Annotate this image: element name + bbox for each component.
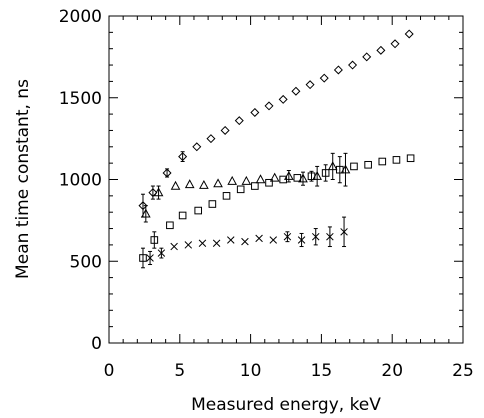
series-square <box>139 154 415 269</box>
triangle-marker <box>153 187 164 197</box>
x-tick-label: 15 <box>311 361 333 381</box>
triangle-marker <box>241 175 252 185</box>
triangle-marker <box>213 178 223 188</box>
cross-marker <box>227 236 235 244</box>
square-marker <box>336 165 344 174</box>
y-axis-title: Mean time constant, ns <box>13 79 33 279</box>
diamond-marker <box>305 80 315 90</box>
square-marker <box>265 178 273 187</box>
square-marker <box>350 162 358 171</box>
diamond-marker <box>250 107 260 117</box>
diamond-marker <box>220 125 230 135</box>
x-tick-label: 20 <box>381 361 403 381</box>
square-marker <box>378 157 387 166</box>
triangle-marker <box>269 172 280 182</box>
triangle-marker <box>184 179 195 189</box>
square-marker <box>406 154 415 163</box>
cross-marker <box>157 249 166 257</box>
diamond-marker <box>162 168 172 178</box>
cross-marker <box>283 232 292 241</box>
square-marker <box>364 160 372 169</box>
y-tick-label: 2000 <box>59 7 102 27</box>
x-tick-label: 25 <box>452 361 474 381</box>
axis-ticks <box>108 15 464 344</box>
square-marker <box>293 174 302 182</box>
series-cross <box>146 216 348 266</box>
cross-marker <box>184 241 193 249</box>
cross-marker <box>146 254 154 262</box>
square-marker <box>321 169 330 177</box>
square-marker <box>194 206 203 215</box>
series-diamond <box>138 29 414 218</box>
square-marker <box>392 156 401 164</box>
diamond-marker <box>148 188 158 198</box>
diamond-marker <box>376 45 386 55</box>
triangle-marker <box>170 180 181 190</box>
y-tick-label: 500 <box>70 252 102 272</box>
cross-marker <box>255 234 263 243</box>
diamond-marker <box>362 52 372 62</box>
square-marker <box>150 236 159 244</box>
triangle-marker <box>227 175 238 185</box>
diamond-marker <box>390 39 400 49</box>
square-marker <box>251 182 259 190</box>
cross-marker <box>198 239 207 248</box>
triangle-marker <box>255 174 266 184</box>
square-marker <box>208 200 217 208</box>
square-marker <box>139 254 147 262</box>
triangle-marker <box>140 208 151 218</box>
cross-marker <box>269 236 278 244</box>
diamond-marker <box>333 65 343 75</box>
x-tick-label: 5 <box>174 361 185 381</box>
cross-marker <box>311 232 320 241</box>
x-tick-label: 10 <box>240 361 262 381</box>
triangle-marker <box>327 161 338 171</box>
series-triangle <box>140 152 351 223</box>
y-tick-label: 1500 <box>59 89 102 109</box>
diamond-marker <box>278 94 288 104</box>
diamond-marker <box>348 60 358 70</box>
diamond-marker <box>319 73 329 83</box>
y-tick-labels: 0 500 1000 1500 2000 <box>59 7 102 354</box>
square-marker <box>178 211 187 220</box>
square-marker <box>307 172 316 181</box>
diamond-marker <box>206 134 216 144</box>
data-marks <box>138 29 415 269</box>
x-axis-title: Measured energy, keV <box>191 395 381 415</box>
cross-marker <box>326 232 334 241</box>
y-tick-label: 0 <box>91 334 102 354</box>
cross-marker <box>340 228 348 236</box>
cross-marker <box>297 236 306 244</box>
x-tick-label: 0 <box>104 361 115 381</box>
square-marker <box>166 221 174 230</box>
diamond-marker <box>234 116 244 126</box>
x-tick-labels: 0 5 10 15 20 25 <box>104 361 474 381</box>
square-marker <box>222 192 231 200</box>
diamond-marker <box>291 86 301 96</box>
cross-marker <box>212 239 221 248</box>
cross-marker <box>170 242 178 251</box>
diamond-marker <box>178 152 188 162</box>
cross-marker <box>241 237 249 246</box>
triangle-marker <box>199 179 209 189</box>
diamond-marker <box>138 201 148 211</box>
y-tick-label: 1000 <box>59 171 102 191</box>
diamond-marker <box>264 101 274 111</box>
diamond-marker <box>192 142 202 152</box>
square-marker <box>236 185 245 194</box>
diamond-marker <box>404 29 414 39</box>
square-marker <box>279 175 287 184</box>
